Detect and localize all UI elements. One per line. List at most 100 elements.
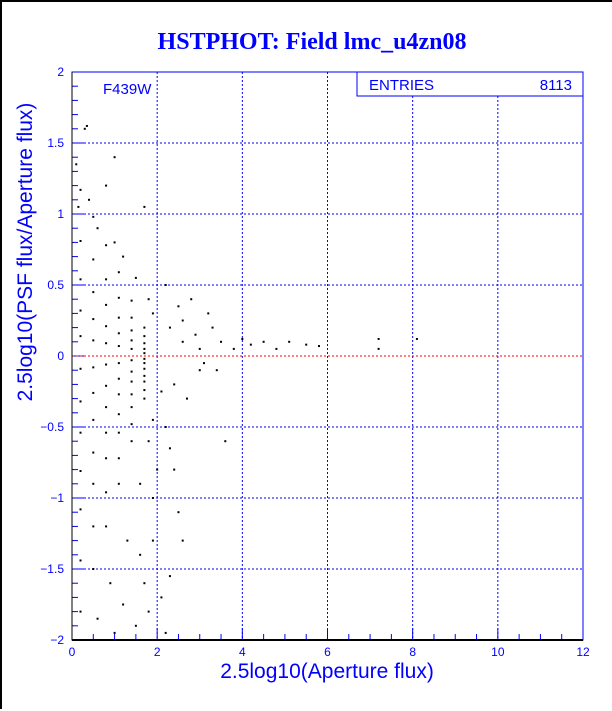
data-point: [79, 559, 82, 562]
data-point: [143, 205, 146, 208]
data-point: [143, 389, 146, 392]
data-point: [143, 357, 146, 360]
data-point: [92, 418, 95, 421]
data-point: [377, 347, 380, 350]
data-point: [79, 188, 82, 191]
data-point: [92, 258, 95, 261]
data-point: [96, 227, 99, 230]
data-point: [275, 347, 278, 350]
data-point: [262, 340, 265, 343]
data-point: [117, 377, 120, 380]
data-point: [143, 374, 146, 377]
x-axis-label: 2.5log10(Aperture flux): [220, 660, 434, 683]
data-point: [160, 390, 163, 393]
data-point: [92, 525, 95, 528]
data-point: [79, 470, 82, 473]
data-point: [156, 468, 159, 471]
data-point: [220, 340, 223, 343]
data-point: [130, 339, 133, 342]
data-point: [117, 431, 120, 434]
data-point: [198, 347, 201, 350]
data-point: [117, 457, 120, 460]
data-point: [143, 362, 146, 365]
data-point: [105, 303, 108, 306]
data-point: [130, 406, 133, 409]
data-point: [143, 335, 146, 338]
data-point: [105, 363, 108, 366]
data-point: [130, 316, 133, 319]
data-point: [143, 342, 146, 345]
data-point: [168, 447, 171, 450]
data-point: [92, 568, 95, 570]
y-tick-label: 1: [57, 207, 64, 221]
data-point: [117, 345, 120, 348]
data-point: [160, 596, 163, 599]
data-point: [130, 329, 133, 332]
data-point: [105, 325, 108, 328]
x-tick-label: 0: [69, 645, 76, 659]
data-point: [105, 406, 108, 409]
data-points: [75, 124, 418, 641]
data-point: [92, 391, 95, 394]
data-point: [92, 215, 95, 218]
data-point: [232, 347, 235, 350]
data-point: [143, 582, 146, 585]
data-point: [83, 127, 86, 130]
data-point: [96, 617, 99, 620]
data-point: [134, 624, 137, 627]
data-point: [105, 491, 108, 494]
data-point: [173, 468, 176, 471]
data-point: [75, 163, 78, 166]
stats-label: ENTRIES: [369, 77, 434, 94]
data-point: [79, 335, 82, 338]
data-point: [79, 610, 82, 613]
y-tick-label: 0: [57, 349, 64, 363]
stats-box: ENTRIES 8113: [356, 71, 584, 97]
x-tick-label: 10: [491, 645, 505, 659]
data-point: [143, 367, 146, 370]
data-point: [181, 340, 184, 343]
data-point: [134, 276, 137, 279]
x-tick-label: 4: [239, 645, 246, 659]
x-tick-label: 6: [324, 645, 331, 659]
data-point: [117, 362, 120, 365]
data-point: [130, 370, 133, 373]
data-point: [224, 440, 227, 443]
data-point: [203, 362, 206, 365]
data-point: [130, 347, 133, 350]
data-point: [105, 384, 108, 387]
data-point: [122, 603, 125, 606]
data-point: [305, 343, 308, 346]
data-point: [177, 305, 180, 308]
data-point: [215, 369, 218, 372]
data-point: [117, 271, 120, 274]
data-point: [168, 575, 171, 578]
data-point: [79, 508, 82, 511]
data-point: [122, 255, 125, 258]
data-point: [92, 339, 95, 342]
data-point: [211, 326, 214, 329]
data-point: [105, 342, 108, 345]
data-point: [147, 298, 150, 301]
data-point: [147, 610, 150, 613]
data-point: [207, 312, 210, 315]
data-point: [173, 383, 176, 386]
data-point: [92, 482, 95, 485]
data-point: [147, 440, 150, 443]
data-point: [79, 400, 82, 403]
stats-value: 8113: [540, 77, 572, 94]
data-point: [181, 539, 184, 542]
data-point: [143, 326, 146, 329]
data-point: [126, 539, 129, 542]
data-point: [151, 497, 154, 499]
data-point: [105, 244, 108, 247]
data-point: [79, 367, 82, 370]
data-point: [117, 393, 120, 396]
data-point: [143, 397, 146, 400]
data-point: [130, 380, 133, 383]
y-tick-label: −1: [50, 491, 64, 505]
chart-title: HSTPHOT: Field lmc_u4zn08: [158, 29, 467, 55]
data-point: [143, 380, 146, 383]
data-point: [185, 397, 188, 400]
data-point: [117, 296, 120, 299]
